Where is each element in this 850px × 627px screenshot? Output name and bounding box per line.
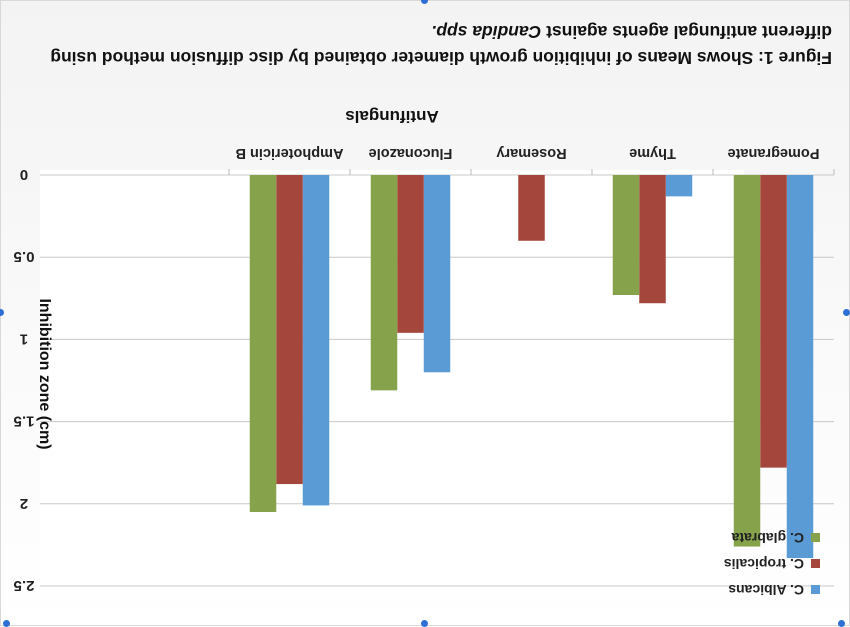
x-tick-label: Amphotericin B <box>236 145 344 161</box>
x-tick-label: Pomegranate <box>728 145 820 161</box>
y-tick-label: 1 <box>20 330 28 347</box>
legend-swatch <box>811 533 820 542</box>
caption-line-1: Figure 1: Shows Means of inhibition grow… <box>50 48 832 68</box>
y-tick-label: 1.5 <box>14 413 35 430</box>
y-axis-title: Inhibition zone (cm) <box>36 298 53 449</box>
selection-handle[interactable] <box>3 620 10 627</box>
x-tick-labels: Pomegranate Thyme Rosemary Fluconazole Ampho… <box>228 145 835 175</box>
caption-line-2-species: Candida spp. <box>431 22 541 42</box>
selection-handle[interactable] <box>421 620 428 627</box>
legend-swatch <box>811 585 820 594</box>
bar-c-albicans-1 <box>665 175 693 197</box>
y-tick-labels: 0 0.5 1 1.5 2 2.5 <box>14 166 35 594</box>
selection-handle[interactable] <box>838 620 845 627</box>
bar-c-tropicalis-1 <box>639 175 666 304</box>
bar-c-glabrata-1 <box>612 175 640 296</box>
selection-handle[interactable] <box>421 0 428 4</box>
bar-c-tropicalis-3 <box>397 175 424 333</box>
bar-c-glabrata-3 <box>370 175 398 391</box>
legend-label: C. Albicans <box>728 582 804 598</box>
x-tick-label: Thyme <box>629 145 676 161</box>
y-tick-label: 2 <box>20 495 28 512</box>
caption-line-2: different antifungal agents against Cand… <box>431 22 832 42</box>
legend: C. Albicans C. tropicalis C. glabrata <box>724 530 820 598</box>
bar-c-albicans-0 <box>786 175 814 559</box>
y-tick-label: 2.5 <box>14 577 35 594</box>
selection-handle[interactable] <box>843 309 850 316</box>
selection-handle[interactable] <box>0 309 4 316</box>
x-axis-title: Antifungals <box>345 107 439 126</box>
y-tick-label: 0 <box>20 166 28 183</box>
bar-c-tropicalis-2 <box>518 175 545 241</box>
bar-c-tropicalis-4 <box>276 175 303 485</box>
bar-c-glabrata-4 <box>249 175 277 513</box>
bar-c-albicans-3 <box>423 175 451 373</box>
legend-label: C. glabrata <box>731 530 804 546</box>
bar-c-tropicalis-0 <box>760 175 787 468</box>
bar-c-glabrata-0 <box>733 175 761 547</box>
bar-c-albicans-4 <box>302 175 330 506</box>
legend-swatch <box>811 559 820 568</box>
x-tick-label: Rosemary <box>496 145 566 161</box>
x-tick-label: Fluconazole <box>369 145 453 161</box>
y-tick-label: 0.5 <box>14 248 35 265</box>
caption-line-2-text: different antifungal agents against <box>541 22 832 42</box>
bars <box>249 175 814 559</box>
legend-label: C. tropicalis <box>724 556 804 572</box>
